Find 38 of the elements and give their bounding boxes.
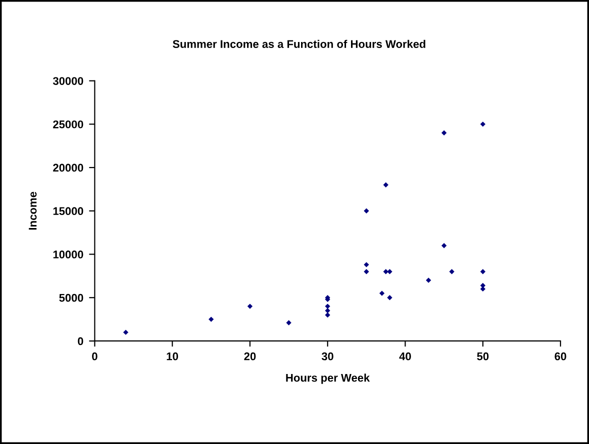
point [325, 304, 330, 309]
point [325, 308, 330, 314]
x-tick-label: 40 [399, 352, 411, 360]
x-tick-label: 50 [477, 352, 489, 360]
point [208, 316, 214, 322]
point [441, 130, 447, 136]
point [123, 330, 128, 335]
point [247, 304, 253, 309]
x-tick-label: 60 [554, 352, 566, 360]
point [387, 295, 392, 300]
point [364, 208, 370, 214]
point [480, 122, 486, 127]
y-tick-label: 20000 [53, 164, 84, 172]
y-tick-label: 5000 [59, 294, 84, 302]
point [449, 269, 454, 274]
point [426, 278, 432, 283]
point [325, 312, 330, 318]
x-tick-label: 0 [92, 352, 98, 360]
point [383, 269, 388, 274]
x-tick-label: 10 [166, 352, 178, 360]
y-tick-label: 0 [78, 337, 84, 346]
x-tick-label: 20 [244, 352, 256, 360]
y-tick-label: 30000 [52, 77, 84, 85]
x-tick-label: 30 [322, 352, 334, 360]
point [480, 269, 486, 274]
point [379, 290, 385, 296]
point [286, 320, 292, 326]
point [364, 262, 370, 268]
point [383, 182, 388, 188]
y-tick-label: 10000 [53, 250, 84, 258]
point [387, 269, 392, 274]
y-tick-label: 25000 [53, 120, 84, 128]
y-axis-title: Income [28, 192, 37, 230]
x-axis-title: Hours per Week [286, 374, 370, 384]
y-tick-label: 15000 [53, 207, 84, 216]
chart-title: Summer Income as a Function of Hours Worked [172, 40, 426, 48]
point [441, 242, 447, 248]
point [364, 269, 370, 274]
